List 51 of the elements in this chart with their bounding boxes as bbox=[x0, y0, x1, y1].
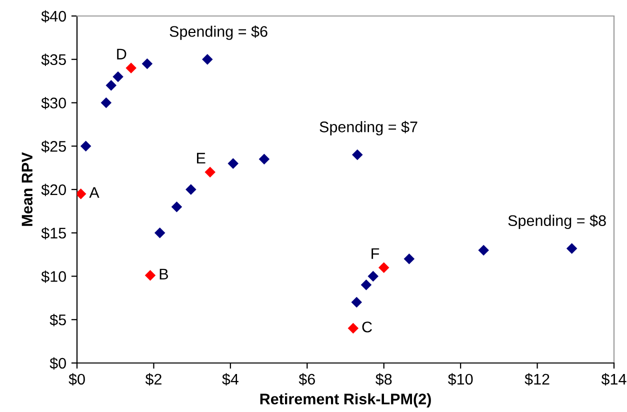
annotation: D bbox=[117, 48, 126, 60]
x-tick-label: $6 bbox=[298, 373, 315, 386]
x-axis-title: Retirement Risk-LPM(2) bbox=[260, 393, 431, 408]
point bbox=[404, 254, 415, 264]
y-tick-label: $5 bbox=[50, 314, 66, 326]
point bbox=[204, 166, 216, 178]
y-tick-label: $10 bbox=[41, 270, 66, 283]
y-tick-label: $30 bbox=[41, 96, 66, 110]
point bbox=[348, 322, 359, 334]
y-tick-label: $25 bbox=[41, 140, 66, 153]
point bbox=[100, 97, 112, 108]
x-tick-label: $4 bbox=[222, 373, 238, 386]
point bbox=[142, 58, 153, 70]
annotation: A bbox=[89, 187, 100, 198]
y-tick-label: $35 bbox=[41, 54, 66, 66]
annotation: F bbox=[372, 248, 380, 259]
point bbox=[478, 244, 489, 256]
point bbox=[351, 296, 362, 308]
point bbox=[154, 227, 166, 238]
annotation: B bbox=[160, 268, 168, 280]
point bbox=[378, 262, 390, 273]
y-axis-title: Mean RPV bbox=[22, 152, 33, 226]
x-tick-label: $2 bbox=[145, 373, 162, 386]
y-tick-label: $40 bbox=[41, 10, 66, 23]
point bbox=[112, 71, 124, 82]
point bbox=[368, 270, 378, 282]
point bbox=[228, 158, 238, 169]
point bbox=[126, 62, 136, 74]
x-tick-label: $8 bbox=[376, 373, 392, 386]
point bbox=[80, 140, 92, 152]
annotation: C bbox=[362, 322, 372, 332]
annotation: Spending = $8 bbox=[508, 214, 606, 230]
x-tick-label: $10 bbox=[448, 373, 473, 386]
point bbox=[171, 201, 182, 212]
point bbox=[144, 270, 156, 281]
point bbox=[258, 154, 270, 165]
point bbox=[360, 280, 372, 290]
x-tick-label: $12 bbox=[524, 373, 550, 386]
point bbox=[106, 80, 117, 91]
y-tick-label: $15 bbox=[41, 227, 66, 240]
point bbox=[186, 184, 196, 195]
x-tick-label: $14 bbox=[601, 373, 626, 386]
y-tick-label: $0 bbox=[50, 357, 66, 370]
annotation: E bbox=[196, 152, 206, 164]
point bbox=[202, 54, 213, 65]
point bbox=[566, 243, 578, 254]
y-tick-label: $20 bbox=[41, 184, 66, 196]
x-tick-label: $0 bbox=[68, 373, 85, 386]
point bbox=[352, 149, 363, 160]
annotation: Spending = $6 bbox=[170, 25, 268, 40]
annotation: Spending = $7 bbox=[320, 120, 418, 136]
